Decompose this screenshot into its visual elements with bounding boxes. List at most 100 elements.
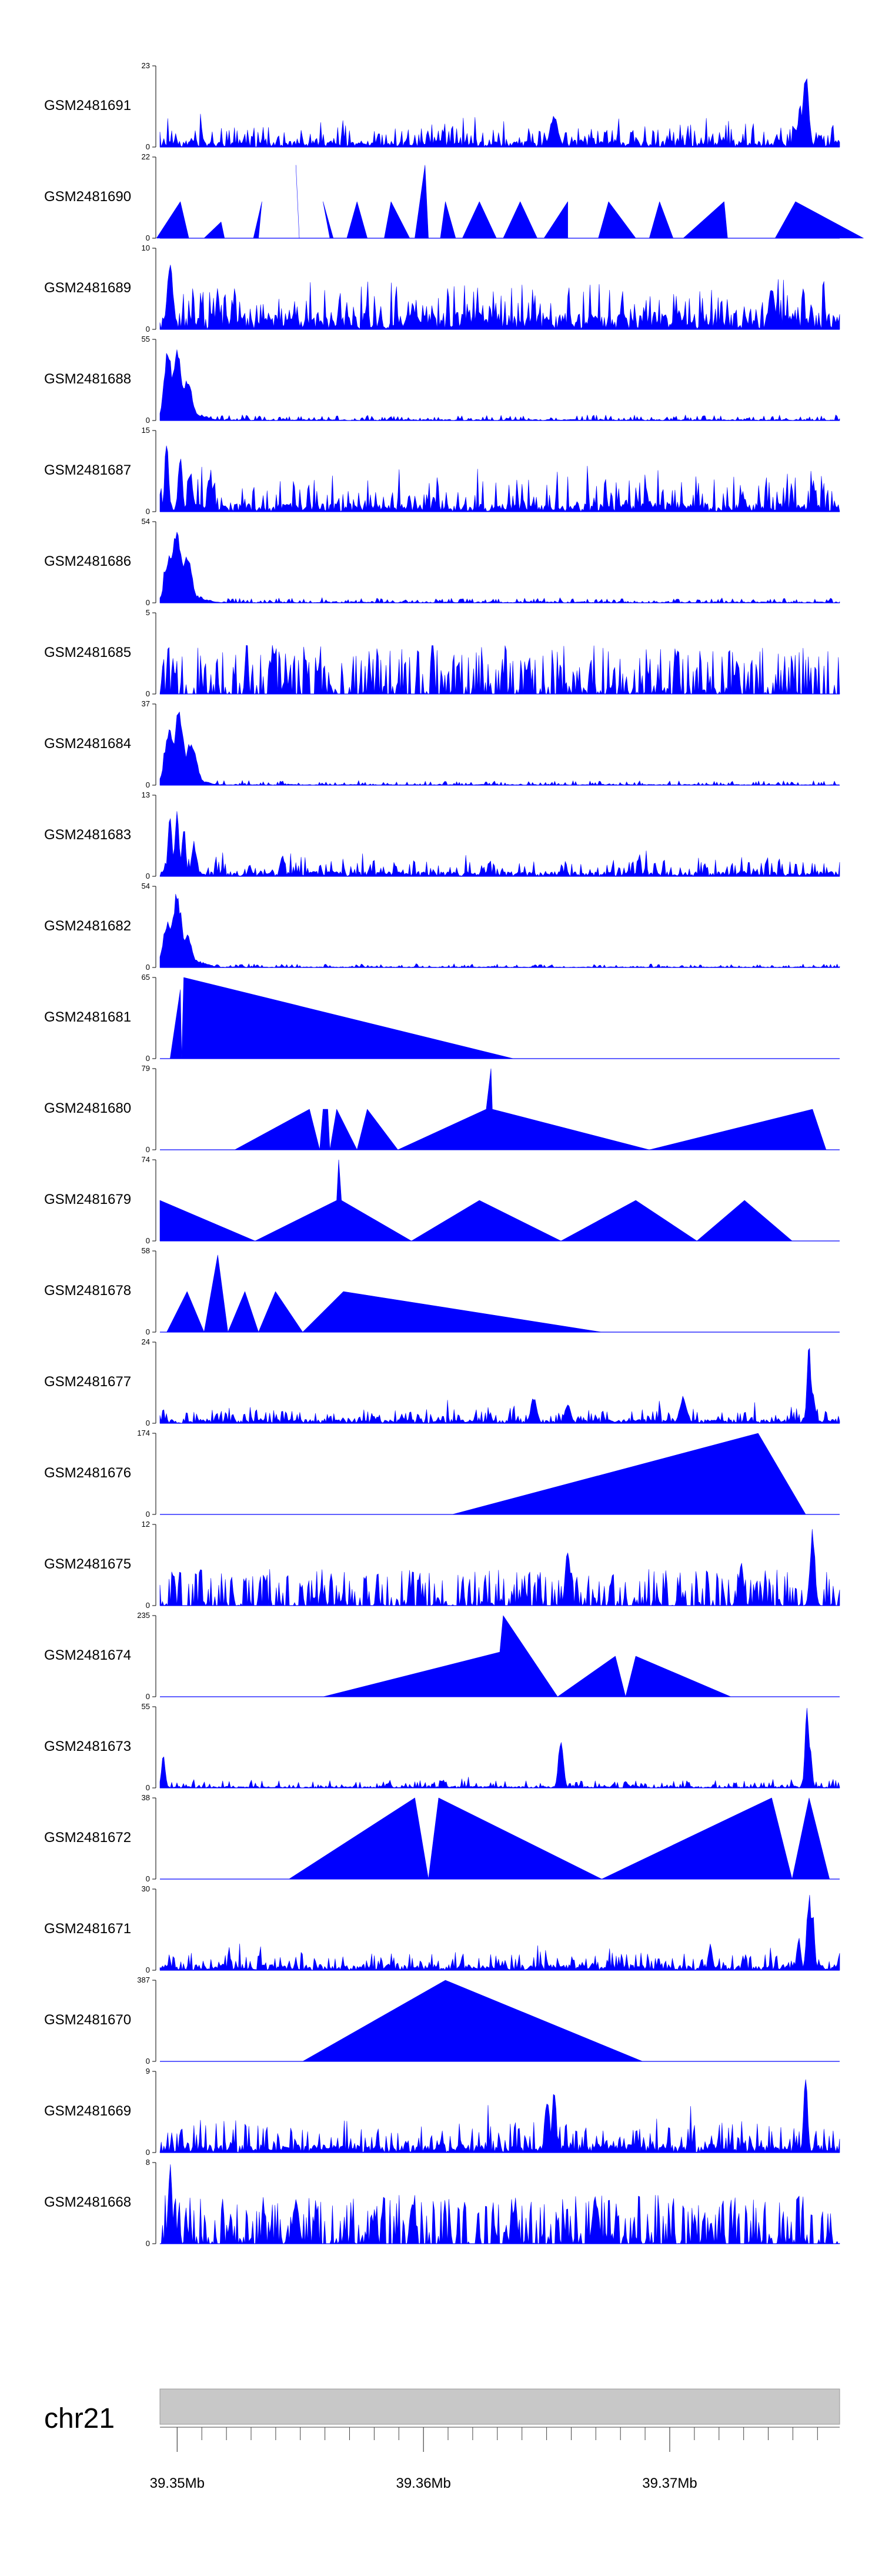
track-ymax-label: 74 — [142, 1155, 150, 1164]
track-label: GSM2481688 — [44, 371, 131, 387]
coverage-area — [159, 349, 840, 421]
track-gsm2481670: GSM2481670 387 0 — [44, 1976, 840, 2066]
track-gsm2481677: GSM2481677 24 0 — [44, 1337, 840, 1427]
track-ymin-label: 0 — [146, 233, 150, 242]
genome-tick-label: 39.36Mb — [396, 2475, 450, 2491]
track-ymin-label: 0 — [146, 2148, 150, 2157]
track-label: GSM2481668 — [44, 2194, 131, 2210]
track-gsm2481684: GSM2481684 37 0 — [44, 699, 840, 789]
track-label: GSM2481682 — [44, 918, 131, 934]
coverage-area — [159, 445, 840, 512]
track-ymin-label: 0 — [146, 325, 150, 333]
coverage-area — [159, 712, 840, 786]
coverage-area — [159, 811, 840, 877]
track-ymax-label: 24 — [142, 1337, 150, 1346]
track-ymin-label: 0 — [146, 1145, 150, 1154]
track-label: GSM2481671 — [44, 1921, 131, 1937]
track-gsm2481688: GSM2481688 55 0 — [44, 335, 840, 425]
track-ymax-label: 54 — [142, 517, 150, 526]
track-ymax-label: 13 — [142, 790, 150, 799]
track-gsm2481681: GSM2481681 65 0 — [44, 973, 840, 1063]
track-gsm2481671: GSM2481671 30 0 — [44, 1884, 840, 1974]
coverage-area — [234, 1068, 827, 1150]
coverage-area — [159, 1708, 840, 1788]
track-ymin-label: 0 — [146, 963, 150, 972]
track-gsm2481679: GSM2481679 74 0 — [44, 1155, 840, 1245]
track-ymin-label: 0 — [146, 416, 150, 425]
coverage-area — [159, 2164, 840, 2244]
track-ymax-label: 65 — [142, 973, 150, 982]
coverage-area — [166, 1254, 602, 1333]
track-gsm2481687: GSM2481687 15 0 — [44, 426, 840, 516]
track-ymax-label: 5 — [146, 608, 150, 617]
coverage-area — [289, 1797, 830, 1880]
track-ymax-label: 54 — [142, 882, 150, 890]
track-label: GSM2481670 — [44, 2012, 131, 2028]
track-label: GSM2481673 — [44, 1739, 131, 1754]
coverage-area — [159, 265, 840, 330]
track-label: GSM2481672 — [44, 1830, 131, 1846]
track-gsm2481690: GSM2481690 22 0 — [44, 152, 864, 242]
track-ymax-label: 30 — [142, 1884, 150, 1893]
coverage-area — [159, 1159, 793, 1242]
track-label: GSM2481669 — [44, 2103, 131, 2119]
track-ymax-label: 15 — [142, 426, 150, 435]
coverage-area — [323, 1615, 731, 1697]
coverage-area — [159, 532, 840, 603]
track-gsm2481689: GSM2481689 10 0 — [44, 243, 840, 333]
genome-tick-label: 39.37Mb — [642, 2475, 697, 2491]
track-gsm2481682: GSM2481682 54 0 — [44, 882, 840, 972]
track-label: GSM2481681 — [44, 1009, 131, 1025]
coverage-area — [302, 1980, 643, 2062]
track-ymax-label: 22 — [142, 152, 150, 161]
chromosome-ideogram — [159, 2388, 840, 2425]
track-gsm2481691: GSM2481691 23 0 — [44, 61, 840, 151]
track-ymin-label: 0 — [146, 1601, 150, 1610]
track-label: GSM2481684 — [44, 736, 131, 752]
track-ymin-label: 0 — [146, 1510, 150, 1519]
track-gsm2481672: GSM2481672 38 0 — [44, 1793, 840, 1883]
track-label: GSM2481678 — [44, 1283, 131, 1299]
coverage-area — [159, 893, 840, 968]
track-label: GSM2481685 — [44, 645, 131, 660]
track-gsm2481680: GSM2481680 79 0 — [44, 1064, 840, 1154]
track-ymin-label: 0 — [146, 1236, 150, 1245]
coverage-area — [159, 1894, 840, 1971]
chromosome-label: chr21 — [44, 2403, 115, 2434]
track-ymax-label: 23 — [142, 61, 150, 70]
track-ymin-label: 0 — [146, 142, 150, 151]
track-ymin-label: 0 — [146, 1327, 150, 1336]
track-ymax-label: 79 — [142, 1064, 150, 1073]
track-label: GSM2481687 — [44, 462, 131, 478]
track-ymax-label: 10 — [142, 243, 150, 252]
track-ymin-label: 0 — [146, 1874, 150, 1883]
coverage-area — [170, 977, 514, 1059]
track-ymax-label: 235 — [137, 1611, 150, 1620]
track-ymin-label: 0 — [146, 2057, 150, 2066]
track-gsm2481673: GSM2481673 55 0 — [44, 1702, 840, 1792]
track-ymin-label: 0 — [146, 689, 150, 698]
coverage-area — [159, 1348, 840, 1424]
track-label: GSM2481686 — [44, 553, 131, 569]
coverage-area — [159, 1529, 840, 1606]
track-label: GSM2481690 — [44, 189, 131, 205]
track-label: GSM2481689 — [44, 280, 131, 296]
coverage-area — [159, 78, 840, 148]
track-label: GSM2481679 — [44, 1192, 131, 1207]
track-gsm2481676: GSM2481676 174 0 — [44, 1429, 840, 1519]
track-ymax-label: 55 — [142, 335, 150, 343]
track-ymax-label: 8 — [146, 2158, 150, 2167]
track-gsm2481669: GSM2481669 9 0 — [44, 2067, 840, 2157]
track-ymax-label: 12 — [142, 1520, 150, 1529]
track-gsm2481683: GSM2481683 13 0 — [44, 790, 840, 880]
track-gsm2481674: GSM2481674 235 0 — [44, 1611, 840, 1701]
track-ymax-label: 55 — [142, 1702, 150, 1711]
track-label: GSM2481683 — [44, 827, 131, 843]
track-ymin-label: 0 — [146, 598, 150, 607]
track-label: GSM2481674 — [44, 1647, 131, 1663]
track-ymax-label: 387 — [137, 1976, 150, 1984]
track-label: GSM2481677 — [44, 1374, 131, 1390]
track-ymin-label: 0 — [146, 507, 150, 516]
track-ymin-label: 0 — [146, 1054, 150, 1063]
